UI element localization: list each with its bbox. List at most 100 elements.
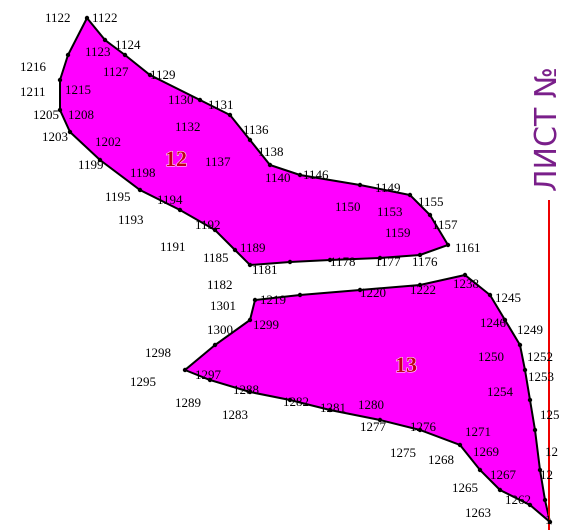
point-label: 1127 — [103, 64, 129, 79]
point-label: 1277 — [360, 419, 387, 434]
point-label: 1129 — [150, 67, 176, 82]
vertex-dot — [417, 252, 423, 258]
point-label: 1289 — [175, 395, 201, 410]
vertex-dot — [182, 367, 188, 373]
plot-13-area — [183, 273, 552, 525]
vertex-dot — [377, 255, 383, 261]
point-label: 1122 — [92, 10, 118, 25]
vertex-dot — [327, 257, 333, 263]
vertex-dot — [84, 15, 90, 21]
point-label: 1238 — [453, 276, 479, 291]
point-label: 1295 — [130, 374, 156, 389]
vertex-dot — [97, 157, 103, 163]
point-label: 1249 — [517, 322, 543, 337]
point-label: 1297 — [195, 367, 222, 382]
vertex-dot — [497, 487, 503, 493]
point-label: 1205 — [33, 107, 59, 122]
vertex-dot — [197, 97, 203, 103]
point-label: 1301 — [210, 298, 236, 313]
point-label: 1149 — [375, 180, 401, 195]
point-label: 1199 — [78, 157, 104, 172]
point-label: 1222 — [410, 282, 436, 297]
point-label: 1177 — [375, 254, 401, 269]
vertex-dot — [297, 172, 303, 178]
vertex-dot — [247, 262, 253, 268]
point-label: 1181 — [252, 262, 278, 277]
point-label: 1283 — [222, 407, 248, 422]
point-label: 1281 — [320, 400, 346, 415]
point-label: 1176 — [412, 254, 438, 269]
vertex-dot — [212, 227, 218, 233]
point-label: 1300 — [207, 322, 233, 337]
point-label: 1146 — [303, 167, 329, 182]
vertex-dot — [57, 107, 63, 113]
point-label: 1140 — [265, 170, 291, 185]
point-label: 1271 — [465, 424, 491, 439]
vertex-dot — [357, 182, 363, 188]
vertex-dot — [532, 427, 538, 433]
point-label: 1195 — [105, 189, 131, 204]
point-label: 1262 — [505, 492, 531, 507]
point-label: 1275 — [390, 445, 416, 460]
point-label: 1137 — [205, 154, 231, 169]
point-label: 1123 — [85, 44, 111, 59]
vertex-dot — [207, 377, 213, 383]
sheet-title: ЛИСТ № — [529, 67, 564, 192]
vertex-dot — [502, 317, 508, 323]
vertex-dot — [517, 342, 523, 348]
vertex-dot — [247, 389, 253, 395]
vertex-dot — [122, 52, 128, 58]
point-label: 1215 — [65, 82, 91, 97]
vertex-dot — [477, 467, 483, 473]
vertex-dot — [57, 77, 63, 83]
point-label: 1178 — [330, 254, 356, 269]
vertex-dot — [227, 112, 233, 118]
point-label: 1131 — [208, 97, 234, 112]
point-label: 1288 — [233, 382, 259, 397]
point-label: 12 — [540, 467, 553, 482]
vertex-dot — [417, 427, 423, 433]
point-label: 1122 — [45, 10, 71, 25]
point-label: 1276 — [410, 419, 437, 434]
point-label: 1 — [545, 512, 552, 527]
point-label: 1130 — [168, 92, 194, 107]
point-label: 1132 — [175, 119, 201, 134]
vertex-dot — [522, 367, 528, 373]
vertex-dot — [247, 137, 253, 143]
vertex-dot — [67, 129, 73, 135]
point-label: 1138 — [258, 144, 284, 159]
vertex-dot — [287, 397, 293, 403]
point-label: 1136 — [243, 122, 269, 137]
point-label: 1202 — [95, 134, 121, 149]
point-label: 1299 — [253, 317, 279, 332]
point-label: 1298 — [145, 345, 171, 360]
point-label: 1161 — [455, 240, 481, 255]
vertex-dot — [357, 287, 363, 293]
plot-number: 13 — [395, 352, 417, 377]
vertex-dot — [427, 212, 433, 218]
point-label: 1246 — [480, 315, 507, 330]
vertex-dot — [297, 292, 303, 298]
point-label: 12 — [545, 444, 558, 459]
point-label: 1155 — [418, 194, 444, 209]
point-label: 1268 — [428, 452, 454, 467]
point-label: 1250 — [478, 349, 504, 364]
point-label: 1253 — [528, 369, 554, 384]
point-label: 1219 — [260, 292, 286, 307]
point-label: 1189 — [240, 240, 266, 255]
plot-number: 12 — [165, 146, 187, 171]
point-label: 125 — [540, 407, 560, 422]
vertex-dot — [267, 162, 273, 168]
point-label: 1211 — [20, 84, 46, 99]
point-label: 1220 — [360, 285, 386, 300]
point-label: 1282 — [283, 394, 309, 409]
vertex-dot — [247, 317, 253, 323]
vertex-dot — [232, 247, 238, 253]
vertex-dot — [527, 397, 533, 403]
vertex-dot — [445, 242, 451, 248]
vertex-dot — [65, 52, 71, 58]
vertex-dot — [527, 502, 533, 508]
vertex-dot — [417, 282, 423, 288]
vertex-dot — [252, 297, 258, 303]
